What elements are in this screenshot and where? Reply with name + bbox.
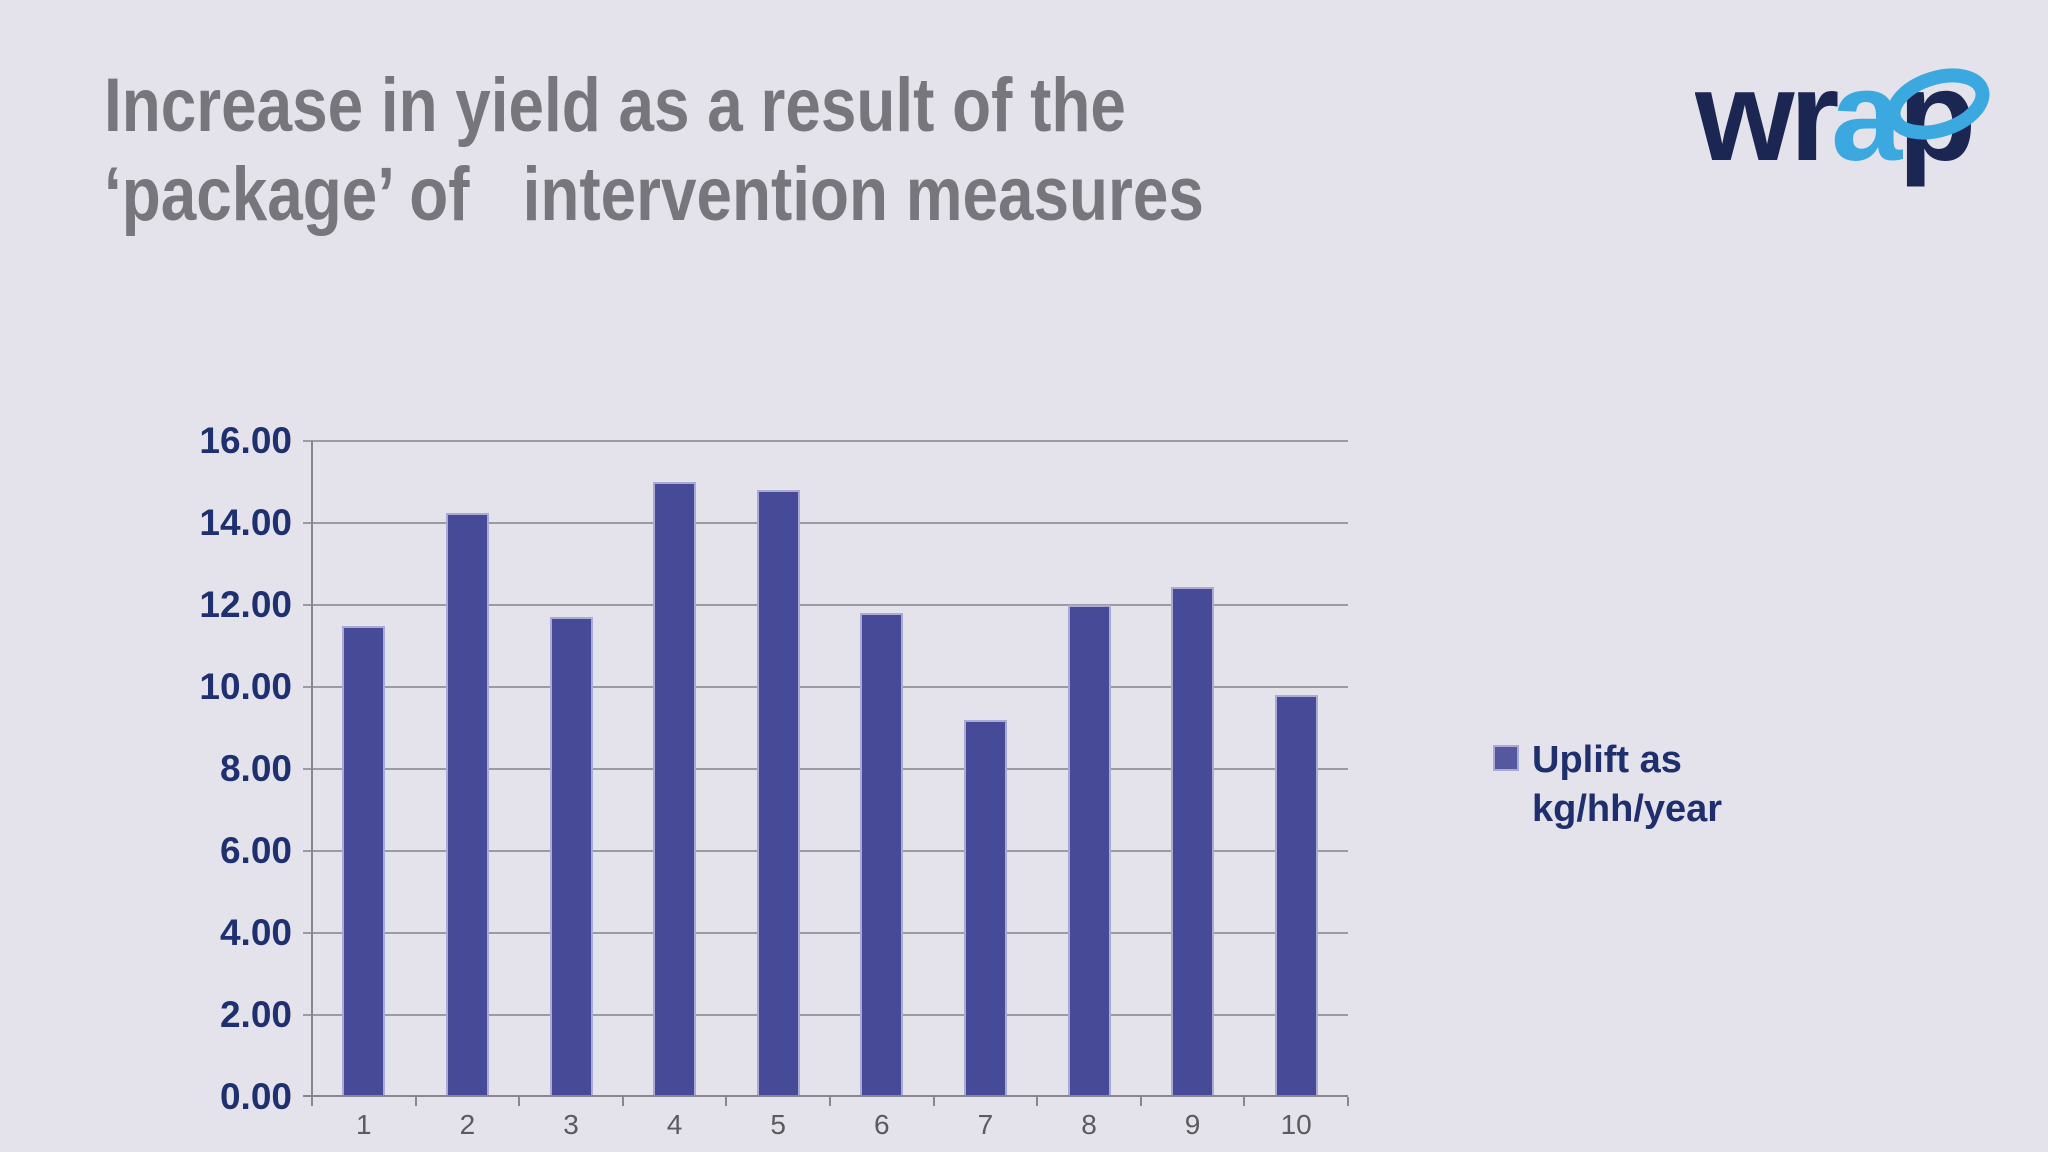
x-axis-tick-label: 4 <box>666 1109 683 1140</box>
bar <box>653 482 697 1097</box>
chart-legend: Uplift as kg/hh/year <box>1493 736 1722 835</box>
x-axis-tick <box>829 1097 831 1106</box>
bar <box>342 625 386 1097</box>
bar <box>1067 605 1111 1097</box>
x-axis-tick-label: 10 <box>1280 1109 1312 1140</box>
y-axis-tick-label: 12.00 <box>199 584 292 625</box>
x-axis-tick-label: 7 <box>977 1109 994 1140</box>
x-axis-tick <box>621 1097 624 1106</box>
slide-title-line-1: Increase in yield as a result of the <box>104 63 1126 148</box>
slide-title: Increase in yield as a result of the ‘pa… <box>104 62 1204 240</box>
x-axis-tick <box>518 1097 521 1106</box>
x-axis-tick <box>725 1097 728 1106</box>
plot-area: 0.00 2.00 4.00 6.00 8.00 10.00 12.00 14.00 16.00… <box>199 420 1349 1140</box>
logo-letters-wr: wr <box>1695 52 1838 188</box>
gridline <box>303 522 1348 524</box>
legend-label-line-1: Uplift as <box>1532 739 1682 781</box>
legend-label: Uplift as kg/hh/year <box>1532 736 1722 835</box>
y-axis-tick-label: 2.00 <box>219 994 292 1035</box>
x-axis-tick-label: 6 <box>874 1109 890 1140</box>
x-axis-tick-label: 9 <box>1184 1109 1201 1140</box>
y-axis-tick-label: 10.00 <box>199 666 292 707</box>
logo-swoosh-icon <box>1886 68 1990 140</box>
gridline <box>303 686 1348 688</box>
x-axis-tick <box>932 1097 935 1106</box>
bar <box>1274 695 1318 1097</box>
slide-title-line-2: ‘package’ of intervention measures <box>104 151 1204 237</box>
x-axis-tick <box>1347 1097 1349 1106</box>
legend-swatch-icon <box>1493 745 1519 771</box>
bar <box>1171 586 1215 1097</box>
y-axis-line <box>311 441 313 1106</box>
gridline <box>303 932 1348 934</box>
y-axis-tick-label: 8.00 <box>219 748 292 789</box>
x-axis-tick-label: 3 <box>563 1109 579 1140</box>
legend-label-line-2: kg/hh/year <box>1532 788 1723 831</box>
gridline <box>303 1014 1348 1016</box>
bar <box>756 490 800 1097</box>
x-axis-tick <box>414 1097 417 1106</box>
x-axis-tick-label: 5 <box>770 1109 786 1140</box>
y-axis-tick-label: 4.00 <box>219 912 292 953</box>
x-axis-tick-label: 1 <box>356 1109 372 1140</box>
x-axis-tick <box>1036 1097 1039 1106</box>
gridline <box>303 768 1348 770</box>
gridline <box>303 850 1348 852</box>
wrap-logo: wr a p <box>1694 45 1995 227</box>
x-axis-tick-label: 2 <box>459 1109 476 1140</box>
bar <box>445 512 489 1097</box>
y-axis-tick-label: 16.00 <box>199 420 292 461</box>
x-axis-line <box>303 1095 1348 1097</box>
y-axis-tick-label: 0.00 <box>219 1076 292 1117</box>
y-axis-tick-label: 14.00 <box>199 502 292 543</box>
gridline <box>303 440 1348 442</box>
wrap-logo-image: wr a p <box>1694 45 1990 188</box>
bar <box>860 613 904 1097</box>
x-axis-tick-label: 8 <box>1081 1109 1097 1140</box>
gridline <box>303 604 1348 606</box>
y-axis-tick-label: 6.00 <box>219 830 292 871</box>
bar <box>963 719 1007 1097</box>
bar <box>549 617 593 1097</box>
x-axis-tick <box>1139 1097 1142 1106</box>
x-axis-tick <box>1243 1097 1246 1106</box>
